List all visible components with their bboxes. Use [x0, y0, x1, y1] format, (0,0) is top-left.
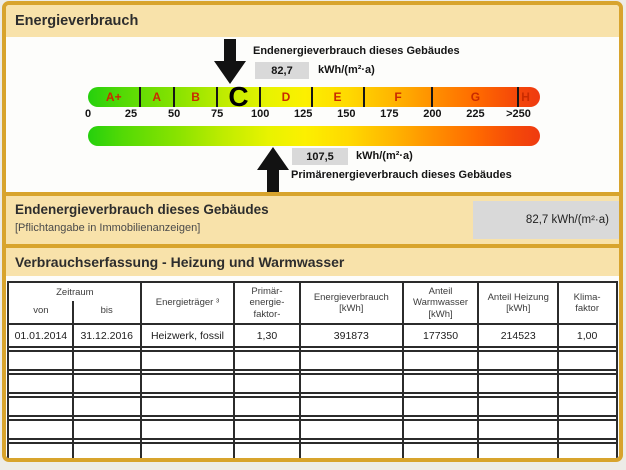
consumption-table-area: Zeitraum von bis Energieträger ³ Primär-ene…	[6, 276, 619, 458]
section-energieverbrauch-header: Energieverbrauch	[6, 5, 619, 37]
table-column-line	[233, 283, 236, 458]
table-empty-row	[9, 419, 616, 440]
energy-class-label-e: E	[333, 90, 342, 104]
table-header-cell: Primär-energie-faktor-	[249, 286, 285, 320]
class-separator-line	[431, 87, 434, 107]
table-cell: 01.01.2014	[14, 329, 68, 342]
class-separator-line	[362, 87, 365, 107]
section-divider	[6, 244, 619, 248]
end-energy-label: Endenergieverbrauch dieses Gebäudes	[253, 45, 460, 57]
table-cell: 1,00	[576, 329, 598, 342]
end-energy-value: 82,7	[255, 62, 309, 79]
energy-class-label-c: C	[228, 81, 249, 112]
table-header-zeitraum: Zeitraum	[56, 287, 94, 298]
primary-energy-arrow-up-icon	[257, 147, 289, 192]
table-cell: 214523	[500, 329, 536, 342]
scale-tick-label: 175	[380, 108, 399, 120]
table-header-cell: Energieträger ³	[155, 297, 220, 309]
table-header-row: Zeitraum von bis Energieträger ³ Primär-ene…	[9, 283, 616, 325]
endenergie-value-box: 82,7 kWh/(m²·a)	[473, 201, 619, 239]
scale-tick-label: 200	[423, 108, 442, 120]
section-energieverbrauch-title: Energieverbrauch	[15, 13, 139, 29]
table-column-line	[298, 283, 301, 458]
endenergie-title: Endenergieverbrauch dieses Gebäudes	[15, 202, 269, 217]
energy-class-label-b: B	[191, 90, 200, 104]
table-row: 01.01.2014 31.12.2016 Heizwerk, fossil 1,30…	[9, 325, 616, 348]
table-header-cell: Anteil Warmwasser [kWh]	[413, 286, 469, 320]
table-header-cell: Energieverbrauch [kWh]	[313, 291, 389, 314]
energy-class-label-h: H	[521, 90, 530, 104]
energy-scale-diagram: Endenergieverbrauch dieses Gebäudes 82,7…	[6, 37, 619, 192]
scale-tick-label: 0	[84, 108, 92, 120]
class-separator-line	[259, 87, 262, 107]
table-column-line	[71, 301, 74, 458]
primary-energy-unit: kWh/(m²·a)	[356, 150, 413, 162]
class-separator-line	[138, 87, 141, 107]
scale-tick-label: 225	[466, 108, 485, 120]
scale-tick-label: 25	[124, 108, 138, 120]
table-column-line	[139, 283, 142, 458]
section-endenergieverbrauch: Endenergieverbrauch dieses Gebäudes [Pfl…	[6, 196, 619, 244]
table-empty-row	[9, 396, 616, 417]
energy-class-label-a: A	[152, 90, 162, 104]
table-cell: 177350	[423, 329, 459, 342]
table-body: 01.01.2014 31.12.2016 Heizwerk, fossil 1,30…	[9, 325, 616, 458]
table-cell: 31.12.2016	[80, 329, 133, 342]
primary-energy-gradient-bar	[88, 126, 540, 146]
table-header-cell: bis	[100, 304, 113, 316]
consumption-table: Zeitraum von bis Energieträger ³ Primär-ene…	[7, 281, 618, 458]
energy-scale-ticks: 0 25 50 75 100 125 150 175 200 225 >250	[84, 108, 540, 123]
table-column-line	[557, 283, 560, 458]
scale-tick-label: 125	[294, 108, 313, 120]
section-divider	[6, 192, 619, 196]
section-verbrauchserfassung-header: Verbrauchserfassung - Heizung und Warmwa…	[6, 248, 619, 276]
table-header-cell: Anteil Heizung [kWh]	[487, 291, 549, 314]
class-separator-line	[216, 87, 219, 107]
scale-tick-label: >250	[506, 108, 531, 120]
energy-class-label-a+: A+	[105, 90, 122, 104]
energy-class-label-g: G	[470, 90, 481, 104]
table-cell: 391873	[333, 329, 369, 342]
energy-class-label-d: D	[281, 90, 291, 104]
table-column-line	[477, 283, 480, 458]
primary-energy-value: 107,5	[292, 148, 348, 165]
table-column-line	[401, 283, 404, 458]
verbrauchserfassung-title: Verbrauchserfassung - Heizung und Warmwa…	[15, 254, 345, 270]
table-cell: Heizwerk, fossil	[150, 329, 224, 342]
table-header-cell: Klima-faktor	[573, 291, 601, 314]
scale-tick-label: 150	[337, 108, 356, 120]
scale-tick-label: 100	[251, 108, 270, 120]
table-cell: 1,30	[256, 329, 278, 342]
end-energy-unit: kWh/(m²·a)	[318, 64, 375, 76]
class-separator-line	[517, 87, 520, 107]
endenergie-subtitle: [Pflichtangabe in Immobilienanzeigen]	[15, 222, 201, 234]
class-separator-line	[173, 87, 176, 107]
energy-class-label-f: F	[394, 90, 402, 104]
energy-class-scale-bar: A+ A B C D E F G H	[88, 81, 540, 112]
table-header-cell: von	[33, 304, 49, 316]
table-empty-row	[9, 350, 616, 371]
table-empty-row	[9, 442, 616, 458]
scale-tick-label: 50	[167, 108, 181, 120]
class-separator-line	[310, 87, 313, 107]
primary-energy-label: Primärenergieverbrauch dieses Gebäudes	[291, 169, 512, 181]
energy-certificate: Energieverbrauch Endenergieverbrauch die…	[2, 1, 623, 462]
scale-tick-label: 75	[211, 108, 224, 120]
table-empty-row	[9, 373, 616, 394]
end-energy-arrow-down-icon	[214, 39, 246, 84]
